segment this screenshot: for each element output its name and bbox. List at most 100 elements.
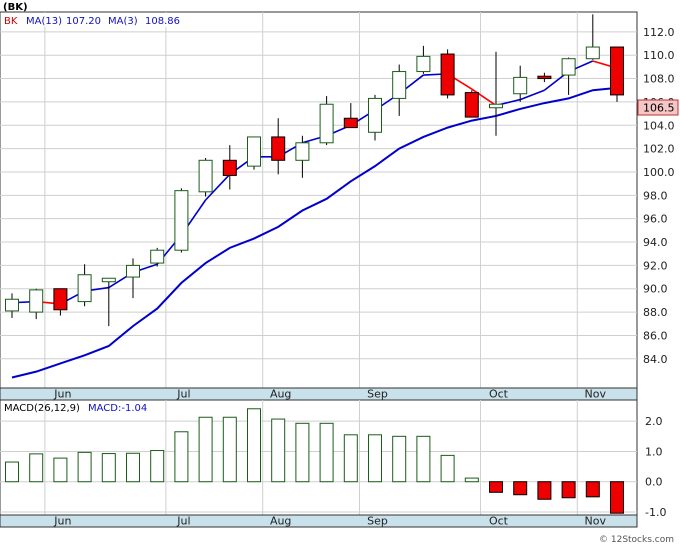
macd-bar: [368, 434, 382, 483]
macd-bar: [464, 477, 479, 483]
candle: [101, 277, 116, 327]
macd-bar: [77, 451, 92, 483]
price-y-tick-label: 110.0: [643, 49, 675, 62]
ma13-layer: [11, 86, 618, 379]
ma3-segment: [205, 173, 231, 201]
candle: [319, 96, 334, 146]
price-x-grid: [44, 12, 578, 388]
macd-bar: [126, 452, 140, 483]
current-price-label: 106.5: [643, 102, 675, 115]
macd-bar: [561, 481, 576, 499]
price-x-tick-label: Jul: [176, 388, 190, 401]
candle-layer: [5, 14, 624, 327]
price-x-tick-label: Sep: [367, 388, 388, 401]
candle: [126, 258, 140, 299]
candle-body: [174, 190, 189, 251]
candle: [174, 188, 189, 253]
macd-x-tick-label: Nov: [585, 515, 607, 528]
candle-body: [222, 159, 237, 176]
price-marker: 106.5: [637, 99, 679, 116]
candle: [343, 103, 358, 129]
price-x-axis-band: [0, 387, 638, 401]
price-x-tick-label: Aug: [270, 388, 291, 401]
candle-body: [295, 142, 310, 161]
macd-bar: [247, 408, 261, 483]
candle-body: [343, 117, 358, 129]
price-legend: BK MA(13) 107.20 MA(3) 108.86: [1, 13, 191, 27]
price-y-tick-label: 102.0: [643, 143, 675, 156]
candle: [5, 293, 19, 318]
candle: [585, 14, 600, 60]
macd-bar: [29, 453, 44, 483]
price-y-tick-label: 88.0: [643, 306, 668, 319]
candle: [513, 65, 528, 102]
candle-body: [271, 136, 286, 161]
macd-y-axis: -1.0 0.0 1.0 2.0: [0, 415, 666, 519]
macd-x-labels: Jun Jul Aug Sep Oct Nov: [53, 515, 606, 528]
ma3-segment: [519, 89, 545, 101]
candle-body: [53, 288, 68, 311]
legend-ma3-name: MA(3): [108, 16, 138, 27]
price-y-tick-label: 100.0: [643, 166, 675, 179]
candle: [198, 157, 213, 197]
candle-body: [537, 75, 552, 80]
price-y-tick-label: 112.0: [643, 26, 675, 39]
macd-bar: [343, 434, 358, 483]
candle: [561, 57, 576, 95]
title-strip: (BK): [0, 0, 680, 13]
price-y-tick-label: 104.0: [643, 119, 675, 132]
candle-body: [247, 136, 261, 167]
candle: [416, 45, 431, 74]
price-plot-frame: [0, 11, 638, 389]
macd-bar: [198, 416, 213, 483]
ma13-line: [11, 86, 618, 379]
candle-body: [5, 298, 19, 312]
candle-body: [561, 58, 576, 76]
chart-title: (BK): [3, 2, 28, 13]
candle-body: [126, 264, 140, 278]
candle-body: [440, 53, 455, 96]
macd-bar: [222, 416, 237, 483]
macd-bar: [610, 481, 624, 514]
candle-body: [585, 46, 600, 60]
macd-x-grid: [44, 400, 578, 515]
ma3-segment: [471, 88, 497, 107]
macd-y-tick-label: 0.0: [645, 476, 663, 489]
price-y-tick-label: 92.0: [643, 259, 668, 272]
macd-title: MACD(26,12,9): [4, 403, 80, 414]
candle: [392, 64, 407, 116]
legend-ticker: BK: [4, 16, 18, 27]
candle-body: [77, 274, 92, 303]
footer-credit: © 12Stocks.com: [599, 535, 674, 545]
legend-ma3-value: 108.86: [145, 16, 180, 27]
candle: [271, 118, 286, 175]
macd-y-tick-label: 2.0: [645, 415, 663, 428]
macd-bar: [53, 457, 68, 483]
candle-body: [198, 159, 213, 193]
macd-bar: [416, 435, 431, 483]
candle: [53, 288, 68, 316]
macd-bar: [513, 481, 528, 496]
price-x-labels: Jun Jul Aug Sep Oct Nov: [53, 388, 606, 401]
candle: [489, 51, 503, 136]
macd-bar: [440, 454, 455, 483]
macd-bar: [5, 461, 19, 483]
macd-x-tick-label: Sep: [367, 515, 388, 528]
candle: [464, 90, 479, 118]
price-y-tick-label: 96.0: [643, 213, 668, 226]
candle-body: [610, 46, 624, 96]
macd-bar: [585, 481, 600, 498]
macd-x-tick-label: Jun: [53, 515, 71, 528]
candle-body: [29, 289, 44, 313]
macd-x-tick-label: Aug: [270, 515, 291, 528]
candle-body: [319, 103, 334, 144]
macd-bar: [271, 418, 286, 483]
price-y-tick-label: 94.0: [643, 236, 668, 249]
macd-bar: [150, 450, 165, 483]
candle-body: [392, 71, 407, 99]
macd-bar: [295, 422, 310, 483]
price-y-tick-label: 108.0: [643, 73, 675, 86]
price-panel: 84.0 86.0 88.0 90.0 92.0 94.0 96.0 98.0 100.0 102…: [0, 11, 679, 401]
macd-value-label: MACD:-1.04: [88, 403, 147, 414]
price-y-tick-label: 90.0: [643, 283, 668, 296]
